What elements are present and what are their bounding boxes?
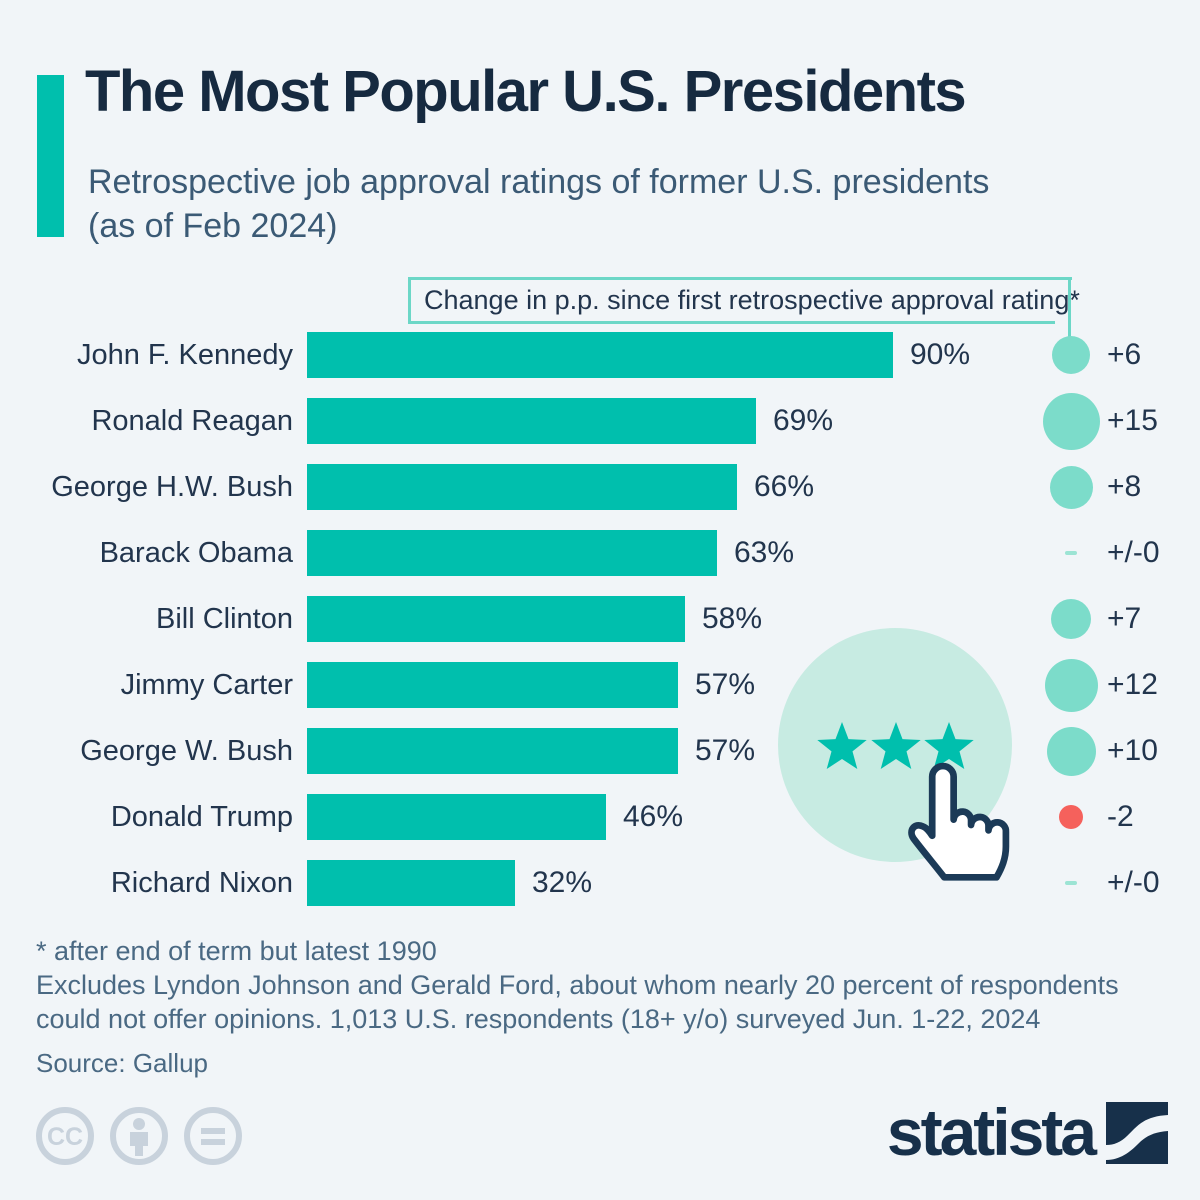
footnotes: * after end of term but latest 1990 Excl… [36, 934, 1176, 1080]
license-icons: CC [33, 1104, 245, 1168]
bar-value-label: 32% [532, 866, 593, 899]
star-icon [924, 722, 974, 769]
attribution-icon [110, 1107, 168, 1165]
approval-bar [307, 728, 678, 774]
chart-row: Ronald Reagan 69% +15 [30, 392, 1180, 450]
change-bubble [1052, 336, 1090, 374]
footnote-asterisk: * after end of term but latest 1990 [36, 936, 437, 966]
chart-row: Barack Obama 63% +/-0 [30, 530, 1180, 576]
approval-bar [307, 794, 606, 840]
change-bubble [1059, 805, 1083, 829]
subtitle-line-1: Retrospective job approval ratings of fo… [88, 163, 990, 201]
change-bubble [1065, 551, 1077, 555]
page-subtitle: Retrospective job approval ratings of fo… [88, 160, 1188, 248]
bar-value-label: 63% [734, 536, 795, 569]
change-bubble [1049, 465, 1093, 509]
bar-value-label: 46% [623, 800, 684, 833]
footnote-methodology: Excludes Lyndon Johnson and Gerald Ford,… [36, 970, 1119, 1034]
president-name: Jimmy Carter [120, 669, 293, 701]
bar-value-label: 57% [695, 668, 756, 701]
change-bubble [1042, 392, 1100, 450]
chart-row: George H.W. Bush 66% +8 [30, 464, 1180, 510]
president-name: Ronald Reagan [91, 405, 293, 437]
change-label: +7 [1107, 602, 1142, 635]
bar-value-label: 90% [910, 338, 971, 371]
change-label: +6 [1107, 338, 1142, 371]
bar-value-label: 58% [702, 602, 763, 635]
callout-connector-top [1052, 277, 1072, 280]
change-bubble [1046, 726, 1096, 776]
chart-row: Jimmy Carter 57% +12 [30, 658, 1180, 712]
chart-row: Bill Clinton 58% +7 [30, 596, 1180, 642]
change-bubble [1044, 658, 1098, 712]
chart-row: George W. Bush 57% +10 [30, 726, 1180, 776]
callout-connector-drop [1068, 277, 1071, 341]
change-bubble [1065, 881, 1077, 885]
approval-bar [307, 464, 737, 510]
chart-row: Donald Trump 46% -2 [30, 794, 1180, 840]
chart-row: John F. Kennedy 90% +6 [30, 332, 1180, 378]
approval-bar [307, 332, 893, 378]
change-label: -2 [1107, 800, 1134, 833]
no-derivatives-icon [184, 1107, 242, 1165]
hand-pointer-icon [908, 762, 1010, 881]
approval-bar [307, 530, 717, 576]
page-title: The Most Popular U.S. Presidents [85, 59, 967, 124]
president-name: Donald Trump [110, 801, 293, 833]
star-icon [817, 722, 867, 769]
statista-logo-text: statista [886, 1095, 1097, 1169]
president-name: George H.W. Bush [51, 471, 293, 503]
star-icon [871, 722, 921, 769]
change-label: +/-0 [1107, 866, 1160, 899]
bar-value-label: 69% [773, 404, 834, 437]
svg-text:CC: CC [47, 1123, 83, 1151]
creative-commons-icon: CC [36, 1107, 94, 1165]
change-callout-box: Change in p.p. since first retrospective… [408, 277, 1080, 324]
president-name: Barack Obama [99, 537, 293, 569]
bar-value-label: 66% [754, 470, 815, 503]
change-label: +8 [1107, 470, 1142, 503]
change-label: +/-0 [1107, 536, 1160, 569]
president-name: John F. Kennedy [76, 339, 293, 371]
change-bubble [1051, 599, 1091, 639]
change-label: +12 [1107, 668, 1158, 701]
president-name: Richard Nixon [110, 867, 293, 899]
statista-logo-icon [1106, 1102, 1168, 1164]
approval-bar [307, 398, 756, 444]
approval-bar [307, 662, 678, 708]
president-name: Bill Clinton [156, 603, 293, 635]
change-label: +15 [1107, 404, 1158, 437]
change-label: +10 [1107, 734, 1158, 767]
president-name: George W. Bush [80, 735, 293, 767]
change-callout-label: Change in p.p. since first retrospective… [424, 285, 1080, 315]
approval-bar [307, 596, 685, 642]
bar-value-label: 57% [695, 734, 756, 767]
subtitle-line-2: (as of Feb 2024) [88, 207, 338, 245]
title-accent-bar [37, 75, 64, 237]
approval-bar [307, 860, 515, 906]
source-label: Source: Gallup [36, 1048, 208, 1078]
chart-row: Richard Nixon 32% +/-0 [30, 860, 1180, 906]
